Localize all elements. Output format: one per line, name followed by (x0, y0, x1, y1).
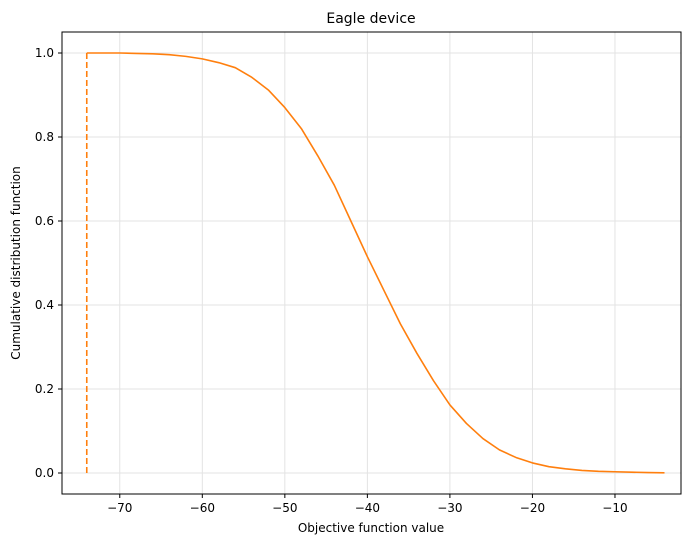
x-axis: −70 −60 −50 −40 −30 −20 −10 (107, 494, 628, 515)
y-tick-label: 0.8 (35, 130, 54, 144)
x-axis-label: Objective function value (298, 521, 444, 535)
chart-title: Eagle device (326, 11, 415, 27)
x-tick-label: −10 (602, 501, 627, 515)
cdf-series-line (86, 52, 665, 474)
x-tick-label: −50 (272, 501, 297, 515)
x-tick-label: −30 (437, 501, 462, 515)
y-axis-label: Cumulative distribution function (9, 166, 23, 360)
y-tick-label: 0.4 (35, 298, 54, 312)
x-tick-label: −60 (190, 501, 215, 515)
y-tick-label: 0.6 (35, 214, 54, 228)
grid (62, 32, 681, 494)
plot-frame (61, 31, 682, 495)
y-tick-label: 0.0 (35, 466, 54, 480)
x-tick-label: −20 (520, 501, 545, 515)
y-axis: 0.0 0.2 0.4 0.6 0.8 1.0 (35, 46, 62, 480)
x-tick-label: −40 (355, 501, 380, 515)
y-tick-label: 0.2 (35, 382, 54, 396)
y-tick-label: 1.0 (35, 46, 54, 60)
x-tick-label: −70 (107, 501, 132, 515)
series-group (85, 52, 665, 474)
